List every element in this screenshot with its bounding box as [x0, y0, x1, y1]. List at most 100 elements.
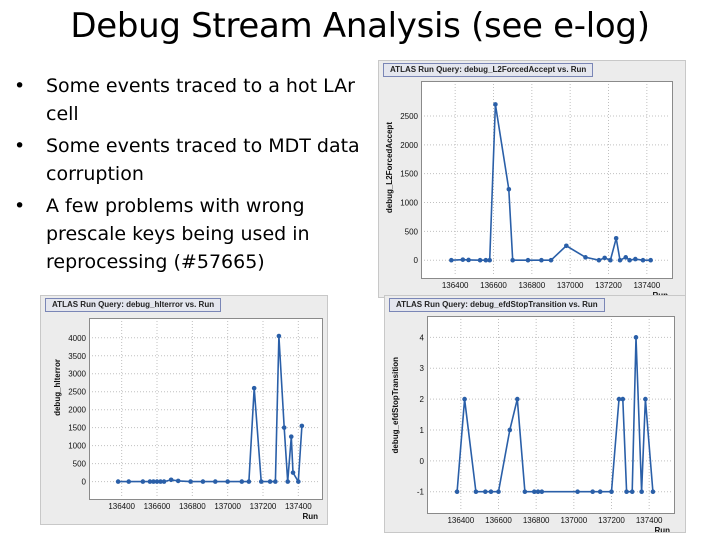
y-tick-label: 0	[82, 478, 87, 487]
y-tick-label: 2000	[68, 406, 86, 415]
data-point	[296, 479, 301, 484]
y-tick-label: 1000	[68, 442, 86, 451]
data-point	[602, 255, 607, 261]
chart-svg: 136400 136600 136800 137000 137200 137400 0 500…	[53, 321, 320, 521]
data-point	[267, 479, 273, 484]
x-tick-label: 137200	[595, 281, 622, 290]
chart-title: ATLAS Run Query: debug_efdStopTransition…	[389, 298, 605, 312]
x-axis-label: Run	[652, 291, 668, 297]
x-tick-label: 136400	[108, 502, 135, 511]
bullet-list: • Some events traced to a hot LAr cell • S…	[14, 72, 374, 280]
data-point	[496, 489, 501, 495]
data-point	[597, 489, 603, 495]
data-point	[515, 396, 520, 402]
data-point	[290, 470, 296, 475]
data-point	[535, 489, 541, 495]
data-point	[154, 479, 160, 484]
x-tick-label: 136600	[144, 502, 171, 511]
data-point	[539, 489, 545, 495]
y-tick-label: 0	[414, 256, 419, 265]
data-point	[507, 427, 513, 433]
data-point	[175, 478, 181, 484]
x-tick-label: 136400	[442, 281, 469, 290]
data-point	[510, 257, 515, 263]
y-tick-label: 2	[420, 395, 425, 404]
bullet-text: Some events traced to a hot LAr cell	[46, 75, 355, 125]
chart-title: ATLAS Run Query: debug_hlterror vs. Run	[45, 298, 222, 312]
y-tick-label: 500	[73, 460, 87, 469]
data-point	[285, 479, 291, 484]
data-point	[299, 423, 305, 429]
series-line	[451, 104, 651, 262]
data-point	[564, 243, 569, 249]
bullet-text: Some events traced to MDT data corruptio…	[46, 135, 360, 185]
data-point	[454, 489, 460, 495]
x-tick-label: 136800	[179, 502, 206, 511]
data-point	[147, 479, 153, 484]
data-point	[629, 489, 635, 495]
y-axis-label: debug_hlterror	[53, 359, 62, 416]
data-point	[639, 489, 644, 495]
data-point	[643, 396, 648, 402]
data-point	[477, 257, 483, 263]
y-tick-label: 1000	[400, 199, 418, 208]
x-tick-label: 137000	[557, 281, 584, 290]
data-point	[650, 489, 656, 495]
data-point	[522, 489, 528, 495]
y-tick-label: 3500	[68, 352, 86, 361]
bullet-item: • Some events traced to a hot LAr cell	[14, 72, 374, 128]
data-point	[466, 257, 471, 263]
chart-svg: 136400 136600 136800 137000 137200 137400 0 500…	[385, 84, 670, 297]
data-point	[575, 489, 580, 495]
data-point	[483, 257, 489, 263]
data-point	[640, 257, 646, 263]
x-tick-label: 137400	[285, 502, 312, 511]
y-tick-label: 2500	[400, 112, 418, 121]
x-tick-label: 137200	[250, 502, 277, 511]
plot-frame	[89, 318, 323, 500]
data-point	[590, 489, 595, 495]
data-point	[620, 396, 626, 402]
data-point	[633, 256, 638, 262]
bullet-text: A few problems with wrong prescale keys …	[46, 195, 310, 273]
data-point	[140, 479, 146, 484]
y-tick-label: 1500	[68, 424, 86, 433]
y-tick-label: 3	[420, 364, 425, 373]
x-tick-label: 136600	[485, 516, 512, 525]
data-point	[188, 479, 193, 484]
series-line	[456, 337, 654, 493]
data-point	[460, 257, 466, 262]
plot-frame	[421, 81, 673, 279]
data-point	[126, 479, 132, 484]
data-point	[609, 489, 614, 495]
data-point	[161, 479, 167, 484]
y-tick-label: 4000	[68, 334, 86, 343]
data-point	[525, 257, 531, 263]
series-line	[118, 335, 303, 485]
y-tick-label: 500	[405, 227, 419, 236]
data-point	[151, 479, 156, 484]
y-tick-label: 4	[420, 333, 425, 342]
data-point	[200, 479, 206, 484]
x-axis-label: Run	[302, 512, 318, 521]
bullet-item: • A few problems with wrong prescale keys…	[14, 192, 374, 276]
data-point	[648, 257, 653, 263]
y-axis-label: debug_L2ForcedAccept	[385, 122, 394, 213]
chart-svg: 136400 136600 136800 137000 137200 137400 -1 0 1…	[391, 319, 672, 532]
data-point	[483, 489, 488, 495]
data-point	[506, 186, 512, 192]
data-point	[473, 489, 479, 495]
x-tick-label: 137000	[560, 516, 587, 525]
data-point	[239, 479, 245, 484]
data-point	[627, 257, 632, 263]
chart-panel-hlterror: ATLAS Run Query: debug_hlterror vs. Run …	[40, 295, 328, 525]
data-point	[633, 335, 639, 340]
data-point	[213, 479, 218, 484]
data-point	[225, 479, 230, 484]
x-tick-label: 137000	[214, 502, 241, 511]
data-point	[617, 257, 623, 263]
y-tick-label: 2000	[400, 141, 418, 150]
data-point	[493, 102, 498, 107]
data-point	[596, 257, 602, 263]
y-axis-label: debug_efdStopTransition	[391, 357, 400, 454]
